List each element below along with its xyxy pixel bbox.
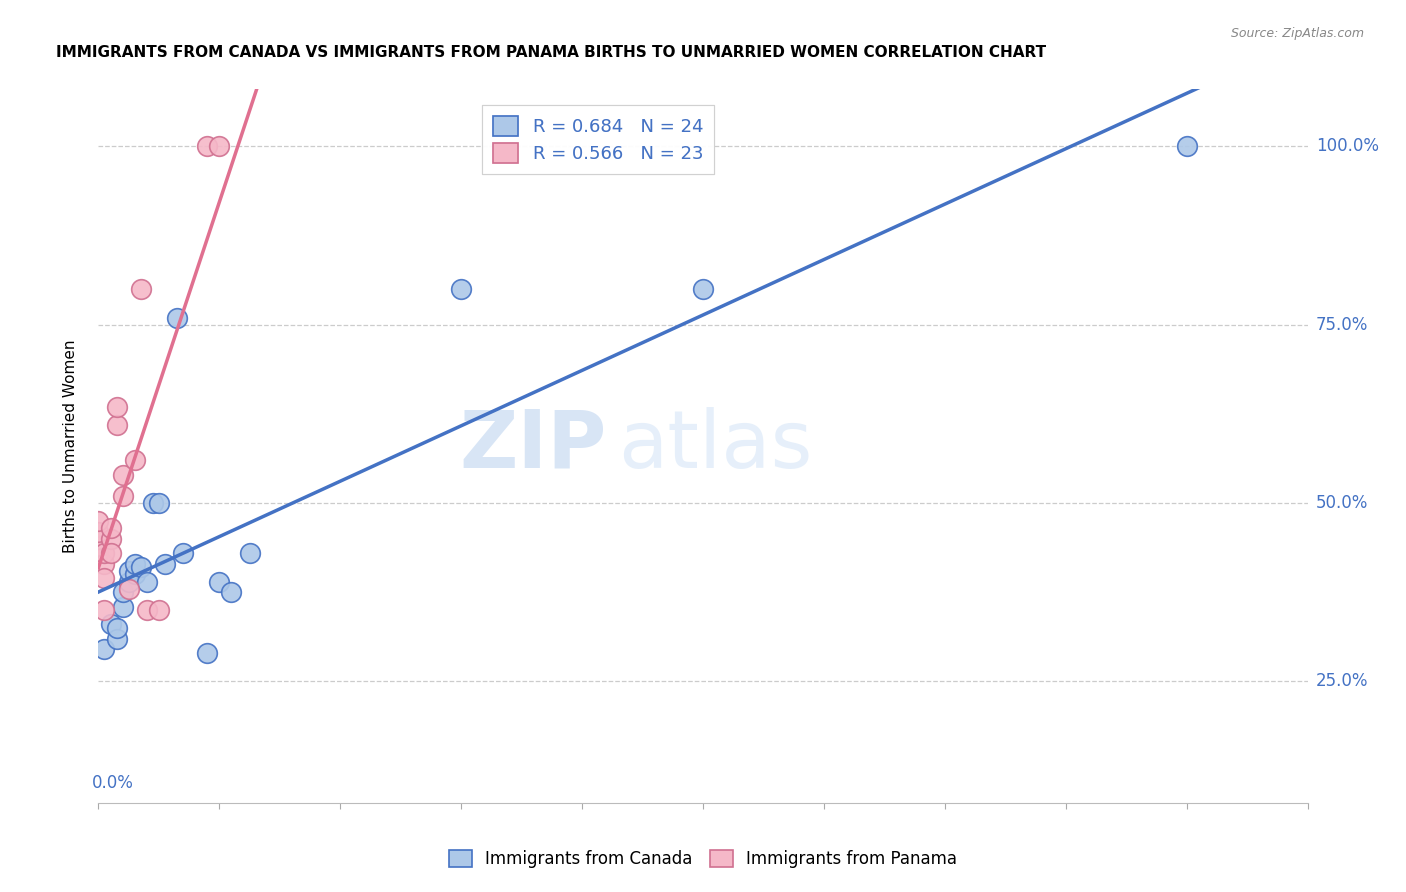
- Point: [124, 453, 146, 467]
- Point: [111, 467, 134, 482]
- Point: [195, 139, 218, 153]
- Text: 25.0%: 25.0%: [1316, 673, 1368, 690]
- Y-axis label: Births to Unmarried Women: Births to Unmarried Women: [63, 339, 77, 553]
- Point: [100, 617, 122, 632]
- Point: [105, 400, 128, 414]
- Legend: Immigrants from Canada, Immigrants from Panama: Immigrants from Canada, Immigrants from …: [441, 843, 965, 875]
- Point: [87, 532, 110, 546]
- Point: [166, 310, 188, 325]
- Point: [93, 546, 115, 560]
- Point: [111, 599, 134, 614]
- Point: [100, 521, 122, 535]
- Point: [93, 557, 115, 571]
- Text: ZIP: ZIP: [458, 407, 606, 485]
- Text: 100.0%: 100.0%: [1316, 137, 1379, 155]
- Point: [129, 560, 152, 574]
- Text: 75.0%: 75.0%: [1316, 316, 1368, 334]
- Point: [195, 646, 218, 660]
- Point: [118, 582, 141, 596]
- Point: [153, 557, 176, 571]
- Point: [118, 574, 141, 589]
- Point: [93, 642, 115, 657]
- Point: [692, 282, 714, 296]
- Point: [148, 496, 170, 510]
- Point: [124, 567, 146, 582]
- Point: [135, 574, 157, 589]
- Point: [118, 564, 141, 578]
- Point: [208, 139, 231, 153]
- Point: [208, 574, 231, 589]
- Point: [148, 603, 170, 617]
- Point: [450, 282, 472, 296]
- Point: [87, 546, 110, 560]
- Text: atlas: atlas: [619, 407, 813, 485]
- Text: IMMIGRANTS FROM CANADA VS IMMIGRANTS FROM PANAMA BIRTHS TO UNMARRIED WOMEN CORRE: IMMIGRANTS FROM CANADA VS IMMIGRANTS FRO…: [56, 45, 1046, 60]
- Point: [93, 571, 115, 585]
- Point: [87, 524, 110, 539]
- Point: [93, 603, 115, 617]
- Point: [105, 632, 128, 646]
- Point: [142, 496, 165, 510]
- Point: [221, 585, 243, 599]
- Point: [87, 514, 110, 528]
- Point: [172, 546, 194, 560]
- Text: 0.0%: 0.0%: [93, 774, 134, 792]
- Point: [239, 546, 262, 560]
- Point: [87, 539, 110, 553]
- Point: [100, 546, 122, 560]
- Point: [105, 417, 128, 432]
- Point: [124, 557, 146, 571]
- Point: [129, 282, 152, 296]
- Text: Source: ZipAtlas.com: Source: ZipAtlas.com: [1230, 27, 1364, 40]
- Point: [111, 585, 134, 599]
- Point: [100, 532, 122, 546]
- Point: [105, 621, 128, 635]
- Point: [135, 603, 157, 617]
- Point: [111, 489, 134, 503]
- Point: [1175, 139, 1198, 153]
- Legend: R = 0.684   N = 24, R = 0.566   N = 23: R = 0.684 N = 24, R = 0.566 N = 23: [482, 105, 714, 174]
- Text: 50.0%: 50.0%: [1316, 494, 1368, 512]
